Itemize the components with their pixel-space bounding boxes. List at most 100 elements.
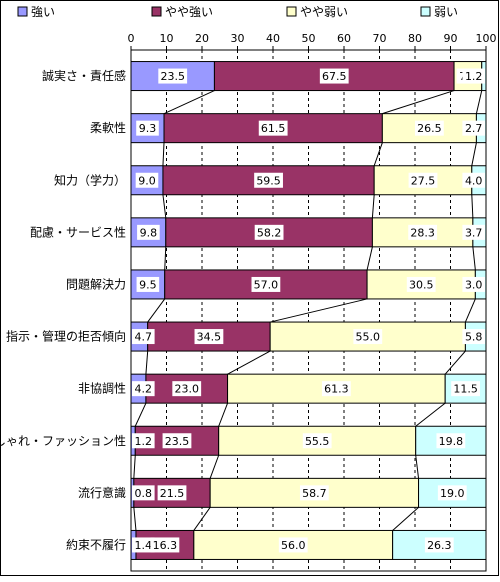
data-label-8-1: 21.5 [160,487,185,500]
data-label-9-3: 26.3 [427,539,452,552]
x-tick-label-40: 40 [266,32,280,45]
legend-label-3: 弱い [434,5,458,19]
data-label-4-0: 9.5 [139,278,157,291]
data-label-7-3: 19.8 [439,435,464,448]
category-label-9: 約束不履行 [66,537,126,552]
data-label-0-1: 67.5 [322,70,347,83]
data-label-bg-8-3 [437,485,467,501]
series-line-2-3 [471,194,474,218]
data-label-4-1: 57.0 [254,278,279,291]
data-label-bg-2-1 [254,172,283,188]
category-label-2: 知力（学力） [54,172,126,187]
data-label-bg-4-2 [406,276,436,292]
bar-segment-7-2 [218,425,417,456]
data-label-bg-1-1 [258,120,288,136]
data-label-bg-3-3 [462,224,485,240]
series-line-2-2 [371,194,375,218]
series-line-5-2 [227,350,271,375]
series-line-8-3 [392,506,419,531]
data-label-bg-5-3 [462,329,485,345]
data-label-7-1: 23.5 [165,435,190,448]
x-tick-label-80: 80 [408,32,422,45]
category-label-3: 配慮・サービス性 [30,225,126,239]
data-label-5-3: 5.8 [465,331,483,344]
category-label-8: 流行意識 [78,485,126,500]
data-label-5-1: 34.5 [197,331,222,344]
category-label-5: 指示・管理の拒否傾向 [6,329,126,344]
data-label-4-3: 3.0 [465,278,483,291]
series-line-3-1 [164,246,167,270]
data-label-bg-2-0 [135,172,159,188]
series-line-4-1 [147,298,166,323]
data-label-9-1: 16.3 [153,539,178,552]
data-label-6-2: 61.3 [324,383,349,396]
data-label-9-0: 1.4 [135,539,153,552]
legend-swatch-0 [17,6,28,17]
data-label-bg-3-2 [408,224,438,240]
data-label-bg-8-2 [299,485,329,501]
data-label-bg-8-1 [157,485,187,501]
data-label-bg-7-1 [162,433,192,449]
data-label-2-1: 59.5 [256,174,281,187]
data-label-bg-6-2 [321,381,351,397]
x-tick-label-10: 10 [160,32,174,45]
series-line-6-2 [218,402,229,427]
data-label-bg-6-1 [172,381,202,397]
data-label-bg-0-1 [319,68,349,84]
x-tick-label-100: 100 [476,32,497,45]
data-label-bg-5-1 [194,329,224,345]
x-tick-label-60: 60 [337,32,351,45]
series-line-1-3 [471,142,477,166]
data-label-3-3: 3.7 [465,226,483,239]
series-line-6-1 [134,402,147,427]
data-label-1-0: 9.3 [139,122,157,135]
legend-label-2: やや弱い [300,5,348,19]
series-line-4-2 [270,298,368,323]
data-label-bg-1-0 [136,120,159,136]
data-label-3-1: 58.2 [257,226,282,239]
category-label-1: 柔軟性 [90,120,126,135]
series-line-0-3 [475,90,483,114]
category-label-7: おしゃれ・ファッション性 [0,434,126,448]
category-label-6: 非協調性 [78,381,126,396]
legend-swatch-2 [286,6,297,17]
series-line-0-1 [163,90,215,115]
data-label-1-2: 26.5 [417,122,442,135]
data-label-4-2: 30.5 [409,278,434,291]
x-tick-label-0: 0 [128,32,135,45]
data-label-bg-4-1 [251,276,281,292]
data-label-2-2: 27.5 [411,174,436,187]
data-label-bg-9-1 [150,537,180,553]
data-label-0-0: 23.5 [160,70,185,83]
data-label-5-2: 55.0 [356,331,381,344]
data-label-8-0: 0.8 [135,487,153,500]
data-label-bg-0-3 [462,68,485,84]
series-line-0-2 [382,90,455,115]
data-label-9-2: 56.0 [281,539,306,552]
series-line-6-3 [415,402,446,427]
data-label-1-1: 61.5 [261,122,286,135]
legend-label-1: やや強い [165,5,213,19]
data-label-2-0: 9.0 [138,174,156,187]
data-label-bg-7-3 [436,433,466,449]
x-tick-label-90: 90 [444,32,458,45]
data-label-7-2: 55.5 [305,435,330,448]
data-label-0-3: 1.2 [465,70,483,83]
data-label-bg-8-0 [132,485,155,501]
data-label-2-3: 4.0 [465,174,483,187]
data-label-1-3: 2.7 [465,122,483,135]
x-tick-label-70: 70 [373,32,387,45]
series-line-7-3 [415,455,420,479]
series-line-4-3 [464,298,476,323]
x-tick-label-20: 20 [195,32,209,45]
legend-swatch-1 [151,6,162,17]
data-label-6-0: 4.2 [135,383,153,396]
data-label-5-0: 4.7 [135,331,153,344]
legend-swatch-3 [420,6,431,17]
series-line-7-2 [209,455,220,479]
legend-label-0: 強い [31,5,55,19]
data-label-bg-2-2 [408,172,438,188]
series-line-1-2 [373,142,383,166]
